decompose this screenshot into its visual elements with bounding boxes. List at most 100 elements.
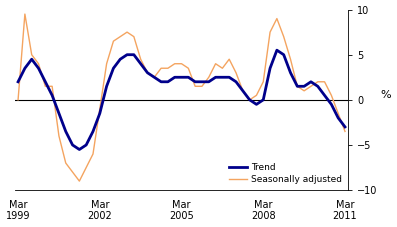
Line: Seasonally adjusted: Seasonally adjusted	[18, 14, 345, 181]
Trend	[227, 76, 231, 79]
Trend	[64, 130, 68, 133]
Trend	[152, 76, 157, 79]
Seasonally adjusted	[56, 135, 61, 137]
Seasonally adjusted	[131, 35, 136, 38]
Seasonally adjusted	[29, 53, 34, 56]
Trend	[138, 62, 143, 65]
Seasonally adjusted	[336, 112, 341, 115]
Trend	[23, 67, 27, 70]
Trend	[322, 94, 327, 97]
Seasonally adjusted	[125, 31, 129, 34]
Trend	[16, 80, 21, 83]
Seasonally adjusted	[159, 67, 164, 70]
Trend	[247, 99, 252, 101]
Trend	[281, 53, 286, 56]
Seasonally adjusted	[64, 162, 68, 164]
Seasonally adjusted	[234, 72, 239, 74]
Seasonally adjusted	[50, 85, 54, 88]
Trend	[200, 80, 204, 83]
Trend	[206, 80, 211, 83]
Seasonally adjusted	[281, 35, 286, 38]
Seasonally adjusted	[288, 58, 293, 61]
Seasonally adjusted	[254, 94, 259, 97]
Seasonally adjusted	[247, 99, 252, 101]
Trend	[329, 103, 334, 106]
Seasonally adjusted	[220, 67, 225, 70]
Seasonally adjusted	[77, 180, 82, 183]
Seasonally adjusted	[23, 13, 27, 15]
Trend	[343, 126, 347, 128]
Y-axis label: %: %	[381, 90, 391, 100]
Trend	[254, 103, 259, 106]
Trend	[50, 94, 54, 97]
Trend	[268, 67, 272, 70]
Trend	[336, 116, 341, 119]
Trend	[241, 89, 245, 92]
Trend	[274, 49, 279, 52]
Seasonally adjusted	[91, 153, 95, 155]
Trend	[111, 67, 116, 70]
Seasonally adjusted	[315, 80, 320, 83]
Seasonally adjusted	[308, 85, 313, 88]
Trend	[193, 80, 198, 83]
Seasonally adjusted	[145, 72, 150, 74]
Trend	[91, 130, 95, 133]
Seasonally adjusted	[104, 62, 109, 65]
Seasonally adjusted	[227, 58, 231, 61]
Seasonally adjusted	[274, 17, 279, 20]
Trend	[77, 148, 82, 151]
Trend	[84, 144, 89, 146]
Trend	[125, 53, 129, 56]
Seasonally adjusted	[152, 76, 157, 79]
Trend	[118, 58, 123, 61]
Seasonally adjusted	[268, 31, 272, 34]
Seasonally adjusted	[261, 80, 266, 83]
Line: Trend: Trend	[18, 50, 345, 150]
Seasonally adjusted	[97, 108, 102, 110]
Seasonally adjusted	[186, 67, 191, 70]
Trend	[288, 72, 293, 74]
Trend	[104, 85, 109, 88]
Seasonally adjusted	[166, 67, 170, 70]
Trend	[29, 58, 34, 61]
Trend	[261, 99, 266, 101]
Seasonally adjusted	[193, 85, 198, 88]
Seasonally adjusted	[36, 62, 41, 65]
Seasonally adjusted	[84, 166, 89, 169]
Seasonally adjusted	[206, 76, 211, 79]
Seasonally adjusted	[329, 94, 334, 97]
Seasonally adjusted	[302, 89, 306, 92]
Trend	[56, 112, 61, 115]
Seasonally adjusted	[213, 62, 218, 65]
Trend	[308, 80, 313, 83]
Trend	[315, 85, 320, 88]
Trend	[172, 76, 177, 79]
Seasonally adjusted	[118, 35, 123, 38]
Seasonally adjusted	[200, 85, 204, 88]
Seasonally adjusted	[295, 85, 300, 88]
Seasonally adjusted	[179, 62, 184, 65]
Trend	[145, 72, 150, 74]
Trend	[159, 80, 164, 83]
Seasonally adjusted	[322, 80, 327, 83]
Seasonally adjusted	[16, 99, 21, 101]
Trend	[213, 76, 218, 79]
Seasonally adjusted	[343, 130, 347, 133]
Trend	[234, 80, 239, 83]
Trend	[36, 67, 41, 70]
Seasonally adjusted	[70, 171, 75, 173]
Seasonally adjusted	[138, 58, 143, 61]
Seasonally adjusted	[172, 62, 177, 65]
Trend	[70, 144, 75, 146]
Trend	[186, 76, 191, 79]
Seasonally adjusted	[43, 85, 48, 88]
Trend	[166, 80, 170, 83]
Trend	[131, 53, 136, 56]
Trend	[220, 76, 225, 79]
Trend	[295, 85, 300, 88]
Trend	[302, 85, 306, 88]
Trend	[43, 80, 48, 83]
Trend	[179, 76, 184, 79]
Seasonally adjusted	[241, 89, 245, 92]
Trend	[97, 112, 102, 115]
